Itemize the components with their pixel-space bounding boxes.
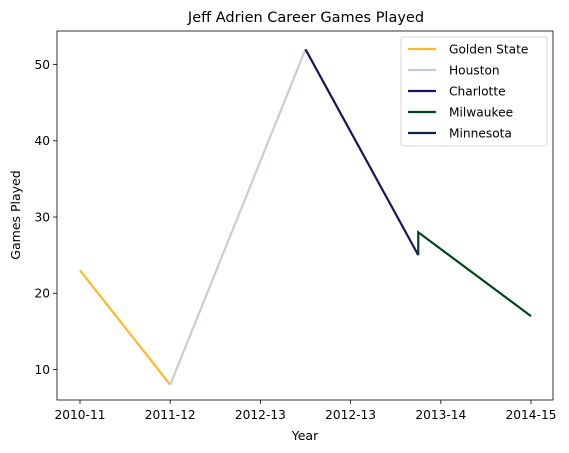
y-axis: 10 20 30 40 50 [34,58,57,377]
series-line-milwaukee [417,230,532,318]
chart-title: Jeff Adrien Career Games Played [187,10,424,26]
y-tick-label: 50 [34,58,50,72]
plot-frame [56,30,554,401]
x-tick-label: 2012-13 [325,408,376,422]
x-tick-label: 2014-15 [506,408,557,422]
legend-label-minnesota: Minnesota [449,126,512,140]
y-tick-label: 20 [34,287,50,301]
legend-label-milwaukee: Milwaukee [449,105,513,119]
series-line-golden-state [79,269,172,386]
x-tick-label: 2011-12 [145,408,196,422]
legend-label-houston: Houston [449,63,500,77]
series-line-houston [169,48,307,386]
legend-box [400,36,548,147]
y-tick-label: 10 [34,363,50,377]
legend: Golden State Houston Charlotte Milwaukee Min… [400,36,548,147]
x-tick-label: 2010-11 [55,408,106,422]
y-tick-label: 40 [34,134,50,148]
legend-label-golden-state: Golden State [449,42,528,56]
x-tick-label: 2012-13 [235,408,286,422]
x-axis: 2010-11 2011-12 2012-13 2012-13 2013-14 2014-… [55,400,557,422]
legend-label-charlotte: Charlotte [449,84,506,98]
x-axis-label: Year [291,428,319,443]
series-line-charlotte [304,48,420,256]
y-axis-label: Games Played [8,170,23,259]
series-layer [79,48,532,386]
x-tick-label: 2013-14 [415,408,466,422]
y-tick-label: 30 [34,210,50,224]
